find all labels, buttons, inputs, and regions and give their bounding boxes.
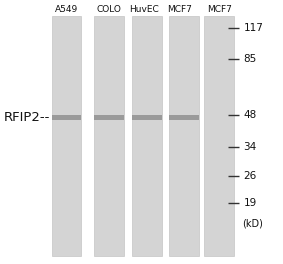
Text: 19: 19	[243, 198, 257, 208]
Bar	[94, 16, 124, 256]
Text: 48: 48	[243, 110, 257, 120]
Bar	[204, 16, 234, 256]
Bar	[132, 115, 162, 120]
Text: MCF7: MCF7	[207, 5, 232, 14]
Text: 26: 26	[243, 171, 257, 181]
Bar	[52, 115, 82, 120]
Text: HuvEC: HuvEC	[129, 5, 159, 14]
Bar	[169, 115, 199, 120]
Text: COLO: COLO	[97, 5, 121, 14]
Text: 34: 34	[243, 142, 257, 152]
Text: 85: 85	[243, 54, 257, 64]
Bar	[132, 16, 162, 256]
Text: A549: A549	[55, 5, 78, 14]
Text: 117: 117	[243, 23, 263, 33]
Bar	[52, 16, 82, 256]
Text: MCF7: MCF7	[167, 5, 192, 14]
Text: (kD): (kD)	[242, 218, 263, 228]
Text: RFIP2--: RFIP2--	[4, 111, 51, 124]
Bar	[169, 16, 199, 256]
Bar	[94, 115, 124, 120]
